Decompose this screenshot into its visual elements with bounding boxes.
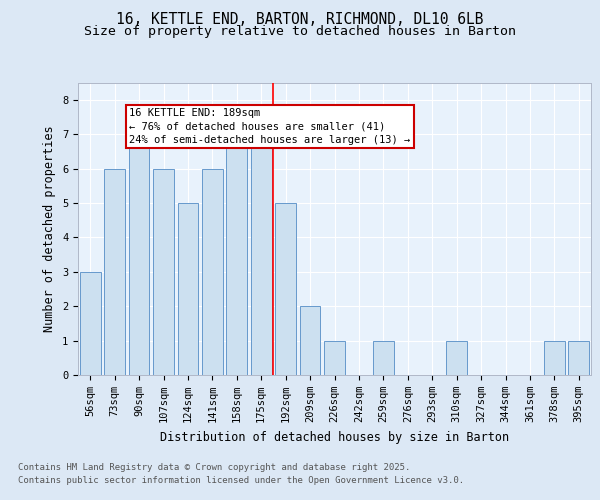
Bar xyxy=(226,134,247,375)
Text: 16, KETTLE END, BARTON, RICHMOND, DL10 6LB: 16, KETTLE END, BARTON, RICHMOND, DL10 6… xyxy=(116,12,484,28)
Bar xyxy=(153,168,174,375)
Bar xyxy=(251,134,272,375)
Bar xyxy=(544,340,565,375)
X-axis label: Distribution of detached houses by size in Barton: Distribution of detached houses by size … xyxy=(160,430,509,444)
Text: Contains public sector information licensed under the Open Government Licence v3: Contains public sector information licen… xyxy=(18,476,464,485)
Bar xyxy=(80,272,101,375)
Bar xyxy=(324,340,345,375)
Text: 16 KETTLE END: 189sqm
← 76% of detached houses are smaller (41)
24% of semi-deta: 16 KETTLE END: 189sqm ← 76% of detached … xyxy=(130,108,410,144)
Y-axis label: Number of detached properties: Number of detached properties xyxy=(43,126,56,332)
Bar xyxy=(299,306,320,375)
Bar xyxy=(128,134,149,375)
Text: Size of property relative to detached houses in Barton: Size of property relative to detached ho… xyxy=(84,25,516,38)
Bar xyxy=(104,168,125,375)
Text: Contains HM Land Registry data © Crown copyright and database right 2025.: Contains HM Land Registry data © Crown c… xyxy=(18,462,410,471)
Bar xyxy=(373,340,394,375)
Bar xyxy=(446,340,467,375)
Bar xyxy=(568,340,589,375)
Bar xyxy=(202,168,223,375)
Bar xyxy=(178,203,199,375)
Bar xyxy=(275,203,296,375)
